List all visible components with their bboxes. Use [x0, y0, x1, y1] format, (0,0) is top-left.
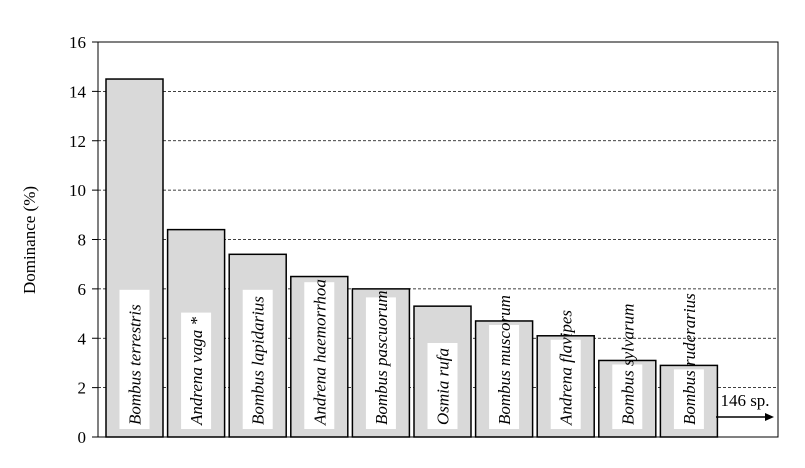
bar-label-box	[489, 324, 520, 429]
annotation-label: 146 sp.	[720, 391, 769, 410]
axes: 0 2 4 6 8 10 12 14 16	[69, 33, 779, 447]
y-tick-label: 14	[69, 82, 87, 101]
y-tick-label: 12	[69, 132, 86, 151]
y-tick-label: 4	[78, 329, 87, 348]
y-axis-title: Dominance (%)	[20, 185, 39, 295]
bar-label: Bombus ruderarius	[680, 293, 699, 425]
y-tick-label: 2	[78, 379, 87, 398]
bar-label: Andrena haemorrhoa	[310, 279, 329, 426]
bar-label: Bombus sylvarum	[618, 304, 637, 425]
bar-label-box	[119, 289, 150, 429]
bar-label: Bombus muscorum	[495, 295, 514, 425]
bar-label: Andrena flavipes	[557, 310, 576, 426]
annotation-arrowhead	[765, 413, 774, 421]
bars-group: Bombus terrestris Andrena vaga * Bombus la…	[105, 78, 719, 438]
bar-label-box	[304, 282, 335, 429]
bar-label-box	[365, 297, 396, 429]
bar-label-box	[242, 289, 273, 429]
bar-label-box	[550, 339, 581, 429]
bar-label-box	[181, 312, 212, 429]
bar-label-box	[673, 369, 704, 429]
y-tick-label: 10	[69, 181, 86, 200]
bar-label: Bombus terrestris	[126, 304, 145, 425]
y-tick-label: 0	[78, 428, 87, 447]
bar-label-box	[427, 343, 458, 429]
y-tick-label: 8	[78, 231, 87, 250]
bar-label-box	[612, 364, 643, 429]
bar-label: Andrena vaga *	[187, 317, 206, 426]
bar-label: Bombus pascuorum	[372, 290, 391, 425]
bar-label: Osmia rufa	[434, 348, 453, 425]
y-tick-label: 6	[78, 280, 87, 299]
y-tick-label: 16	[69, 33, 86, 52]
annotation-group: 146 sp.	[716, 391, 774, 421]
bar-label: Bombus lapidarius	[249, 296, 268, 425]
